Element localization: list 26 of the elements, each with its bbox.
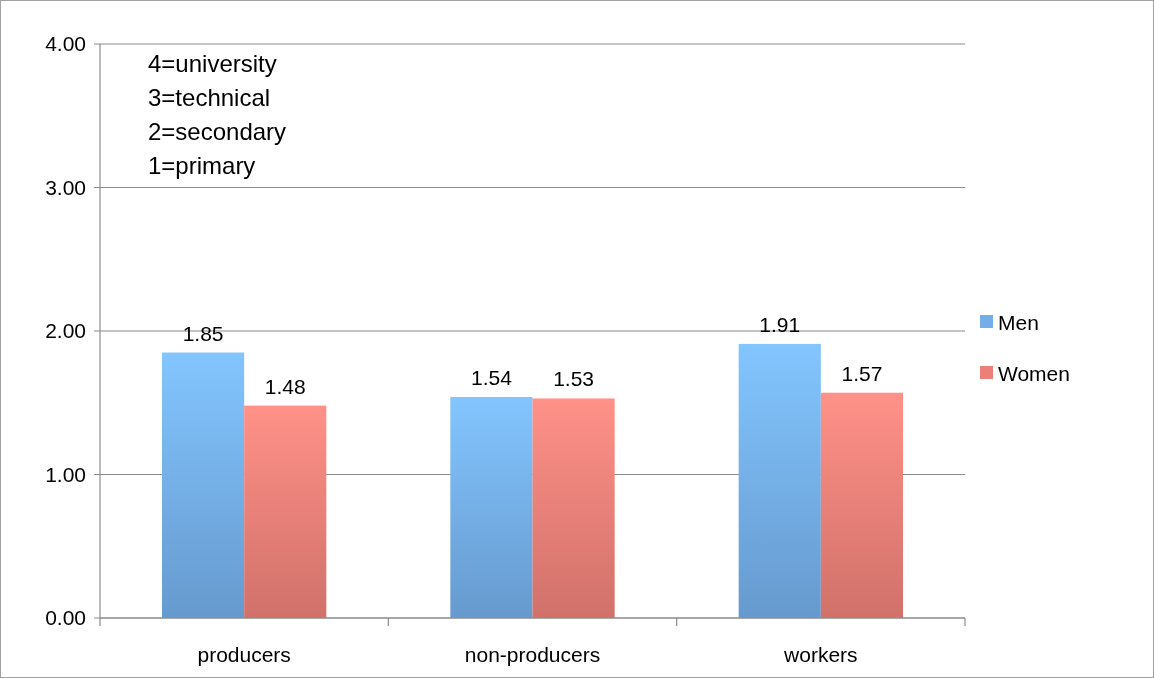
annotation: 1=primary: [148, 152, 256, 179]
data-label: 1.91: [759, 312, 801, 336]
legend-label: Women: [998, 362, 1070, 386]
legend-label: Men: [998, 311, 1039, 335]
bar: [161, 352, 245, 618]
x-tick-label: non-producers: [464, 643, 601, 666]
y-tick-label: 4.00: [45, 32, 86, 56]
data-label: 1.57: [841, 361, 883, 385]
x-tick-label: producers: [197, 643, 291, 666]
annotation: 3=technical: [148, 84, 271, 111]
bar: [738, 343, 821, 618]
bar: [244, 405, 327, 618]
y-tick-label: 1.00: [45, 462, 86, 486]
data-label: 1.53: [553, 367, 595, 391]
data-label: 1.85: [182, 321, 224, 345]
annotation: 2=secondary: [148, 118, 287, 145]
y-tick-label: 3.00: [45, 175, 86, 199]
y-tick-label: 2.00: [45, 319, 86, 343]
bar: [820, 392, 904, 618]
x-tick-label: workers: [783, 643, 858, 666]
bar: [450, 397, 533, 618]
bar: [532, 398, 615, 618]
y-tick-label: 0.00: [45, 606, 86, 630]
data-label: 1.54: [470, 366, 513, 390]
data-label: 1.48: [264, 374, 306, 398]
annotation: 4=university: [148, 50, 277, 77]
